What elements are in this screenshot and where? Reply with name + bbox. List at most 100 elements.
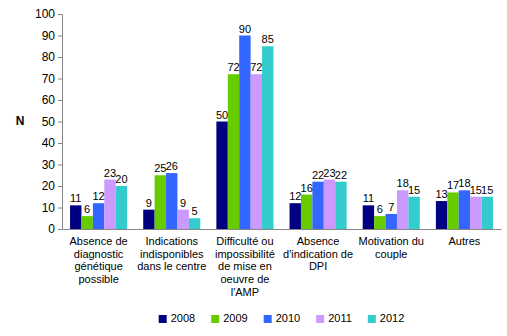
data-label: 11 xyxy=(70,192,81,204)
y-tick: 90 xyxy=(42,29,62,43)
y-axis-title: N xyxy=(16,114,25,128)
bar xyxy=(290,203,301,229)
data-label: 15 xyxy=(481,184,493,196)
y-tick-label: 30 xyxy=(42,158,56,172)
bar xyxy=(239,36,250,230)
y-tick-label: 80 xyxy=(42,50,56,64)
bar xyxy=(470,197,481,229)
bar xyxy=(408,197,419,229)
legend-label: 2010 xyxy=(276,312,300,324)
y-tick: 60 xyxy=(42,93,62,107)
bar xyxy=(397,190,408,229)
data-label: 9 xyxy=(180,197,186,209)
data-label: 15 xyxy=(470,184,482,196)
y-tick-mark xyxy=(58,36,62,37)
y-tick: 10 xyxy=(42,201,62,215)
data-label: 16 xyxy=(301,182,313,194)
data-label: 20 xyxy=(115,173,127,185)
data-label: 17 xyxy=(447,179,459,191)
y-tick-mark xyxy=(58,143,62,144)
data-label: 85 xyxy=(262,33,274,45)
series xyxy=(104,74,481,229)
bar xyxy=(482,197,493,229)
y-tick-label: 70 xyxy=(42,72,56,86)
bar xyxy=(216,122,227,230)
x-tick: Difficulté ouimpossibilitéde mise enoeuv… xyxy=(215,229,275,298)
x-tick-label: Autres xyxy=(449,235,481,247)
data-label: 12 xyxy=(92,190,104,202)
y-tick-mark xyxy=(58,100,62,101)
y-tick-mark xyxy=(58,79,62,80)
data-label: 26 xyxy=(166,160,178,172)
bar xyxy=(301,195,312,229)
data-label: 6 xyxy=(377,203,383,215)
data-label: 11 xyxy=(363,192,374,204)
y-tick-label: 10 xyxy=(42,201,56,215)
series xyxy=(93,36,470,230)
x-tick-label: Indicationsindisponiblesdans le centre xyxy=(137,235,206,272)
data-label: 50 xyxy=(216,109,228,121)
y-tick-mark xyxy=(58,122,62,123)
legend-label: 2012 xyxy=(380,312,404,324)
y-tick: 70 xyxy=(42,72,62,86)
bar xyxy=(436,201,447,229)
bar xyxy=(363,205,374,229)
legend-item: 2009 xyxy=(211,312,247,324)
x-tick: Autres xyxy=(449,229,481,247)
legend-swatch xyxy=(159,315,167,323)
y-tick: 100 xyxy=(35,7,62,21)
y-tick-mark xyxy=(58,57,62,58)
legend-item: 2008 xyxy=(159,312,195,324)
data-label: 6 xyxy=(84,203,90,215)
data-label: 90 xyxy=(239,23,251,35)
x-tick: Indicationsindisponiblesdans le centre xyxy=(137,229,206,272)
data-label: 13 xyxy=(435,188,447,200)
x-axis: Absence dediagnosticgénétiquepossibleInd… xyxy=(63,229,502,298)
y-tick-label: 50 xyxy=(42,115,56,129)
legend-label: 2008 xyxy=(171,312,195,324)
x-tick-label: Motivation ducouple xyxy=(359,235,424,260)
y-axis: 0102030405060708090100 xyxy=(35,7,63,236)
bar xyxy=(312,182,323,229)
data-label: 25 xyxy=(154,162,166,174)
legend-item: 2012 xyxy=(368,312,404,324)
legend: 2008 2009 2010 2011 2012 xyxy=(159,312,405,324)
bar xyxy=(116,186,127,229)
y-tick: 0 xyxy=(48,222,62,236)
bar xyxy=(70,205,81,229)
legend-swatch xyxy=(264,315,272,323)
chart: 0 10 20 30 40 50 60 70 80 90 100 Absence dediagnost… xyxy=(0,0,507,336)
data-label: 18 xyxy=(397,177,409,189)
bar xyxy=(166,173,177,229)
y-tick-label: 60 xyxy=(42,93,56,107)
data-label: 18 xyxy=(458,177,470,189)
bar xyxy=(155,175,166,229)
legend-swatch xyxy=(316,315,324,323)
y-tick-mark xyxy=(58,14,62,15)
data-label: 22 xyxy=(335,169,347,181)
y-tick-label: 40 xyxy=(42,136,56,150)
legend-swatch xyxy=(211,315,219,323)
legend-label: 2011 xyxy=(328,312,352,324)
y-tick-label: 0 xyxy=(48,222,55,236)
x-tick: Absenced'indication deDPI xyxy=(283,229,353,272)
series xyxy=(116,46,493,229)
bar xyxy=(93,203,104,229)
bar xyxy=(335,182,346,229)
x-tick: Absence dediagnosticgénétiquepossible xyxy=(70,229,128,285)
bar xyxy=(386,214,397,229)
bar xyxy=(177,210,188,229)
y-tick: 80 xyxy=(42,50,62,64)
y-tick-mark xyxy=(58,165,62,166)
bar xyxy=(374,216,385,229)
data-label: 15 xyxy=(408,184,420,196)
data-label: 72 xyxy=(227,61,239,73)
bar xyxy=(104,180,115,229)
bar xyxy=(81,216,92,229)
x-tick-label: Absenced'indication deDPI xyxy=(283,235,353,272)
bar xyxy=(262,46,273,229)
y-tick-mark xyxy=(58,208,62,209)
data-label: 7 xyxy=(388,201,394,213)
y-tick: 50 xyxy=(42,115,62,129)
y-tick-label: 100 xyxy=(35,7,55,21)
